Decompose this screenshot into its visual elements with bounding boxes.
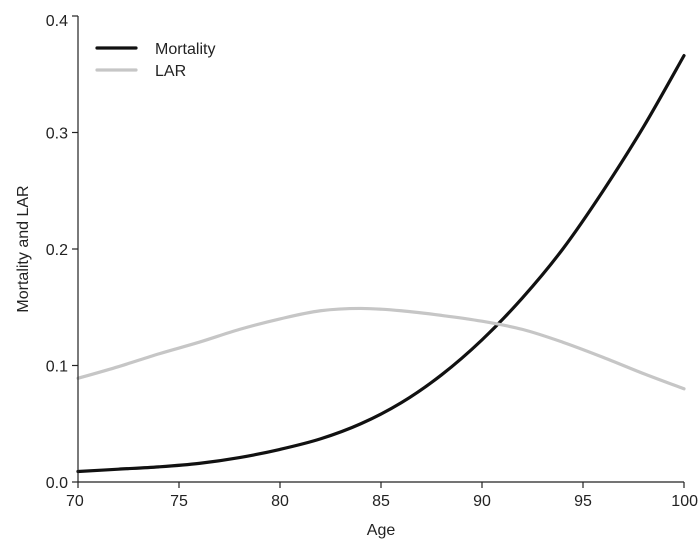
x-tick-label-75: 75 — [170, 493, 188, 510]
x-tick-label-85: 85 — [372, 493, 390, 510]
series-line-lar — [76, 306, 686, 391]
legend: Mortality LAR — [95, 41, 215, 80]
x-tick-label-80: 80 — [271, 493, 289, 510]
series-line-mortality — [76, 54, 686, 474]
y-tick-label-0.3: 0.3 — [46, 126, 68, 143]
x-ticks: 70 75 80 85 90 95 100 — [66, 482, 698, 510]
y-tick-label-0.4: 0.4 — [46, 13, 68, 30]
y-ticks: 0.0 0.1 0.2 0.3 0.4 — [46, 13, 78, 492]
x-axis-label: Age — [367, 522, 396, 539]
x-tick-label-100: 100 — [671, 493, 698, 510]
y-tick-label-0.1: 0.1 — [46, 359, 68, 376]
x-tick-label-90: 90 — [473, 493, 491, 510]
legend-label-lar: LAR — [155, 63, 186, 80]
x-tick-label-70: 70 — [66, 493, 84, 510]
plot-area — [76, 54, 686, 474]
legend-label-mortality: Mortality — [155, 41, 215, 58]
x-tick-label-95: 95 — [574, 493, 592, 510]
y-axis-label: Mortality and LAR — [15, 185, 32, 312]
y-tick-label-0.0: 0.0 — [46, 475, 68, 492]
y-tick-label-0.2: 0.2 — [46, 242, 68, 259]
